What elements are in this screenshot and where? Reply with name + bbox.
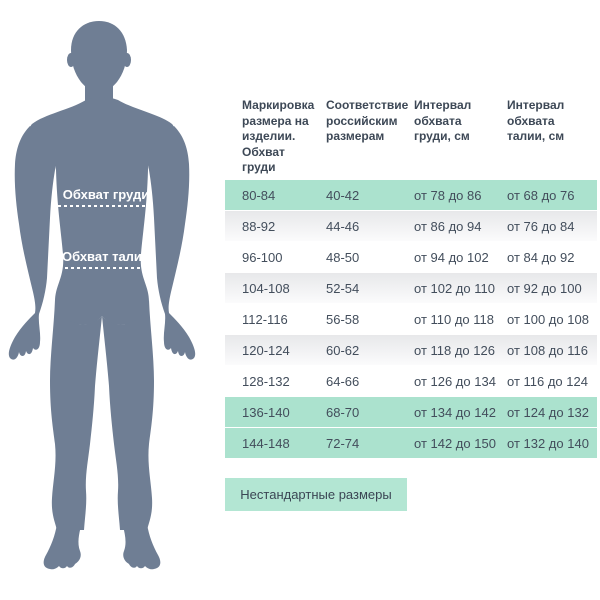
cell-waist-interval: от 116 до 124 [507, 373, 588, 389]
cell-waist-interval: от 76 до 84 [507, 218, 575, 234]
size-table-body: 80-84 40-42 от 78 до 86 от 68 до 76 88-9… [225, 180, 597, 459]
table-row: 112-116 56-58 от 110 до 118 от 100 до 10… [225, 304, 597, 335]
cell-russian-size: 52-54 [326, 280, 360, 296]
cell-size-marking: 88-92 [242, 218, 276, 234]
male-silhouette-figure: Обхват груди Обхват талии [5, 16, 215, 576]
header-waist-interval: Интервал обхвата талии, см [507, 98, 565, 143]
cell-waist-interval: от 100 до 108 [507, 311, 589, 327]
cell-waist-interval: от 84 до 92 [507, 249, 575, 265]
cell-russian-size: 48-50 [326, 249, 360, 265]
cell-russian-size: 56-58 [326, 311, 360, 327]
table-row: 128-132 64-66 от 126 до 134 от 116 до 12… [225, 366, 597, 397]
cell-russian-size: 60-62 [326, 342, 360, 358]
cell-chest-interval: от 142 до 150 [414, 435, 496, 451]
cell-russian-size: 40-42 [326, 187, 360, 203]
cell-waist-interval: от 132 до 140 [507, 435, 589, 451]
size-table-header: Маркировка размера на изделии. Обхват гр… [225, 88, 597, 180]
cell-size-marking: 144-148 [242, 435, 290, 451]
cell-russian-size: 44-46 [326, 218, 360, 234]
cell-size-marking: 80-84 [242, 187, 276, 203]
cell-chest-interval: от 134 до 142 [414, 404, 496, 420]
cell-size-marking: 112-116 [242, 311, 288, 327]
waist-girth-annotation: Обхват талии [62, 249, 150, 269]
size-table: Маркировка размера на изделии. Обхват гр… [225, 88, 597, 459]
cell-chest-interval: от 102 до 110 [414, 280, 495, 296]
table-row: 96-100 48-50 от 94 до 102 от 84 до 92 [225, 242, 597, 273]
cell-chest-interval: от 78 до 86 [414, 187, 482, 203]
table-row: 88-92 44-46 от 86 до 94 от 76 до 84 [225, 211, 597, 242]
chest-girth-label: Обхват груди [62, 187, 150, 202]
cell-size-marking: 136-140 [242, 404, 290, 420]
cell-size-marking: 120-124 [242, 342, 290, 358]
cell-waist-interval: от 92 до 100 [507, 280, 582, 296]
male-silhouette [8, 21, 196, 570]
table-row: 120-124 60-62 от 118 до 126 от 108 до 11… [225, 335, 597, 366]
cell-chest-interval: от 94 до 102 [414, 249, 489, 265]
cell-size-marking: 96-100 [242, 249, 283, 265]
cell-waist-interval: от 108 до 116 [507, 342, 588, 358]
table-row: 104-108 52-54 от 102 до 110 от 92 до 100 [225, 273, 597, 304]
nonstandard-sizes-button[interactable]: Нестандартные размеры [225, 478, 407, 511]
cell-chest-interval: от 86 до 94 [414, 218, 482, 234]
waist-girth-label: Обхват талии [62, 249, 150, 264]
chest-girth-dashed-line [58, 205, 151, 207]
cell-chest-interval: от 110 до 118 [414, 311, 494, 327]
cell-waist-interval: от 124 до 132 [507, 404, 589, 420]
cell-size-marking: 104-108 [242, 280, 290, 296]
table-row: 136-140 68-70 от 134 до 142 от 124 до 13… [225, 397, 597, 428]
header-size-marking: Маркировка размера на изделии. Обхват гр… [242, 98, 315, 174]
cell-chest-interval: от 126 до 134 [414, 373, 496, 389]
cell-waist-interval: от 68 до 76 [507, 187, 575, 203]
waist-girth-dashed-line [65, 267, 142, 269]
header-chest-interval: Интервал обхвата груди, см [414, 98, 472, 143]
cell-russian-size: 68-70 [326, 404, 360, 420]
cell-size-marking: 128-132 [242, 373, 290, 389]
table-row: 144-148 72-74 от 142 до 150 от 132 до 14… [225, 428, 597, 459]
cell-chest-interval: от 118 до 126 [414, 342, 495, 358]
cell-russian-size: 64-66 [326, 373, 360, 389]
table-row: 80-84 40-42 от 78 до 86 от 68 до 76 [225, 180, 597, 211]
chest-girth-annotation: Обхват груди [57, 187, 155, 207]
header-russian-size: Соответствие российским размерам [326, 98, 409, 143]
cell-russian-size: 72-74 [326, 435, 360, 451]
